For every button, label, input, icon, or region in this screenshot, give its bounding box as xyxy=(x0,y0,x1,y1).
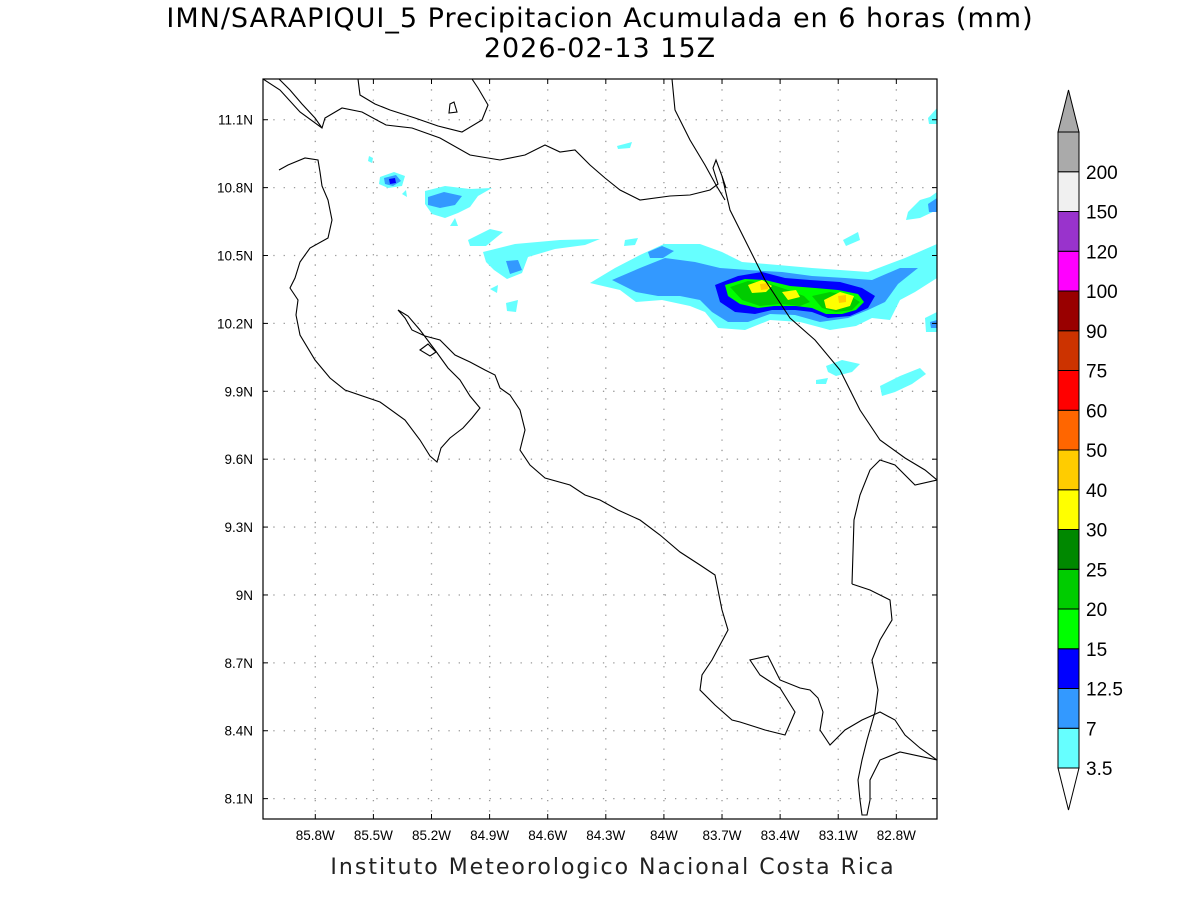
colorbar-label: 3.5 xyxy=(1086,759,1112,780)
map-title: IMN/SARAPIQUI_5 Precipitacion Acumulada … xyxy=(166,3,1034,34)
colorbar-label: 50 xyxy=(1086,441,1107,462)
colorbar-label: 200 xyxy=(1086,163,1118,184)
colorbar-swatch xyxy=(1057,330,1080,371)
coastlines xyxy=(263,79,937,816)
colorbar-under-triangle xyxy=(1057,767,1080,811)
x-tick-label: 83.1W xyxy=(819,828,858,843)
rain-area-guanacaste xyxy=(368,156,600,312)
colorbar-swatch xyxy=(1057,727,1080,769)
x-tick-label: 85.2W xyxy=(412,828,451,843)
colorbar-swatch xyxy=(1057,250,1080,292)
precipitation-field xyxy=(368,108,937,396)
colorbar-swatch xyxy=(1057,409,1080,451)
x-tick-label: 84W xyxy=(650,828,678,843)
colorbar-swatch xyxy=(1057,131,1080,173)
y-tick-label: 10.8N xyxy=(217,181,253,196)
nicaragua-border-and-coast xyxy=(263,79,727,201)
colorbar-swatch xyxy=(1057,648,1080,689)
colorbar-label: 90 xyxy=(1086,322,1107,343)
colorbar-swatch xyxy=(1057,489,1080,530)
colorbar-label: 12.5 xyxy=(1086,680,1123,701)
x-tick-label: 83.7W xyxy=(703,828,742,843)
x-tick-label: 84.9W xyxy=(470,828,509,843)
colorbar-label: 60 xyxy=(1086,401,1107,422)
nicoya-gulf-island xyxy=(419,343,437,357)
x-tick-label: 83.4W xyxy=(761,828,800,843)
y-axis-ticks: 11.1N 10.8N 10.5N 10.2N 9.9N 9.6N 9.3N 9N 8.7N 8.… xyxy=(217,113,937,807)
colorbar-swatch xyxy=(1057,370,1080,411)
x-tick-label: 82.8W xyxy=(877,828,916,843)
panama-border-south xyxy=(851,583,937,816)
y-tick-label: 8.7N xyxy=(224,656,253,671)
colorbar-label: 150 xyxy=(1086,203,1118,224)
small-island xyxy=(448,101,458,114)
y-tick-label: 9.3N xyxy=(224,520,253,535)
map-subtitle-date: 2026-02-13 15Z xyxy=(483,33,717,64)
colorbar-label: 25 xyxy=(1086,560,1107,581)
map-area xyxy=(263,79,937,819)
x-tick-label: 84.6W xyxy=(528,828,567,843)
x-axis-ticks: 85.8W 85.5W 85.2W 84.9W 84.6W 84.3W 84W 83.7W 83… xyxy=(296,79,916,843)
colorbar-label: 30 xyxy=(1086,521,1107,542)
colorbar-swatch xyxy=(1057,688,1080,729)
panama-border xyxy=(851,459,937,585)
colorbar-label: 7 xyxy=(1086,719,1097,740)
colorbar-over-triangle xyxy=(1057,89,1080,133)
colorbar-swatch xyxy=(1057,449,1080,491)
y-tick-label: 11.1N xyxy=(218,113,253,128)
map-frame xyxy=(262,78,938,820)
footer-credit: Instituto Meteorologico Nacional Costa R… xyxy=(330,855,896,880)
y-tick-label: 10.5N xyxy=(217,249,253,264)
colorbar-swatch xyxy=(1057,608,1080,650)
rain-area-caribbean xyxy=(590,108,937,396)
costa-rica-pacific-coast xyxy=(278,157,937,761)
colorbar-swatch xyxy=(1057,568,1080,610)
colorbar-label: 20 xyxy=(1086,600,1107,621)
y-tick-label: 9.9N xyxy=(224,384,253,399)
colorbar-label: 15 xyxy=(1086,640,1107,661)
colorbar-swatch xyxy=(1057,211,1080,252)
colorbar-label: 40 xyxy=(1086,481,1107,502)
colorbar-label: 75 xyxy=(1086,362,1107,383)
colorbar: 3.5 7 12.5 15 20 25 30 40 50 60 75 90 100 120 150 200 xyxy=(1057,89,1123,811)
colorbar-swatch xyxy=(1057,171,1080,212)
lake-nicaragua-coast xyxy=(357,79,489,133)
y-tick-label: 8.4N xyxy=(224,724,253,739)
y-tick-label: 9.6N xyxy=(224,452,253,467)
x-tick-label: 85.5W xyxy=(354,828,393,843)
y-tick-label: 9N xyxy=(236,588,253,603)
y-tick-label: 8.1N xyxy=(224,792,253,807)
colorbar-label: 120 xyxy=(1086,242,1118,263)
caribbean-coast-north xyxy=(671,79,726,201)
x-tick-label: 85.8W xyxy=(296,828,335,843)
colorbar-swatch xyxy=(1057,529,1080,570)
nicaragua-pacific-coast xyxy=(278,79,323,129)
costa-rica-caribbean-coast xyxy=(721,175,937,481)
y-tick-label: 10.2N xyxy=(217,316,253,331)
colorbar-swatch xyxy=(1057,290,1080,332)
x-tick-label: 84.3W xyxy=(586,828,625,843)
colorbar-label: 100 xyxy=(1086,282,1118,303)
